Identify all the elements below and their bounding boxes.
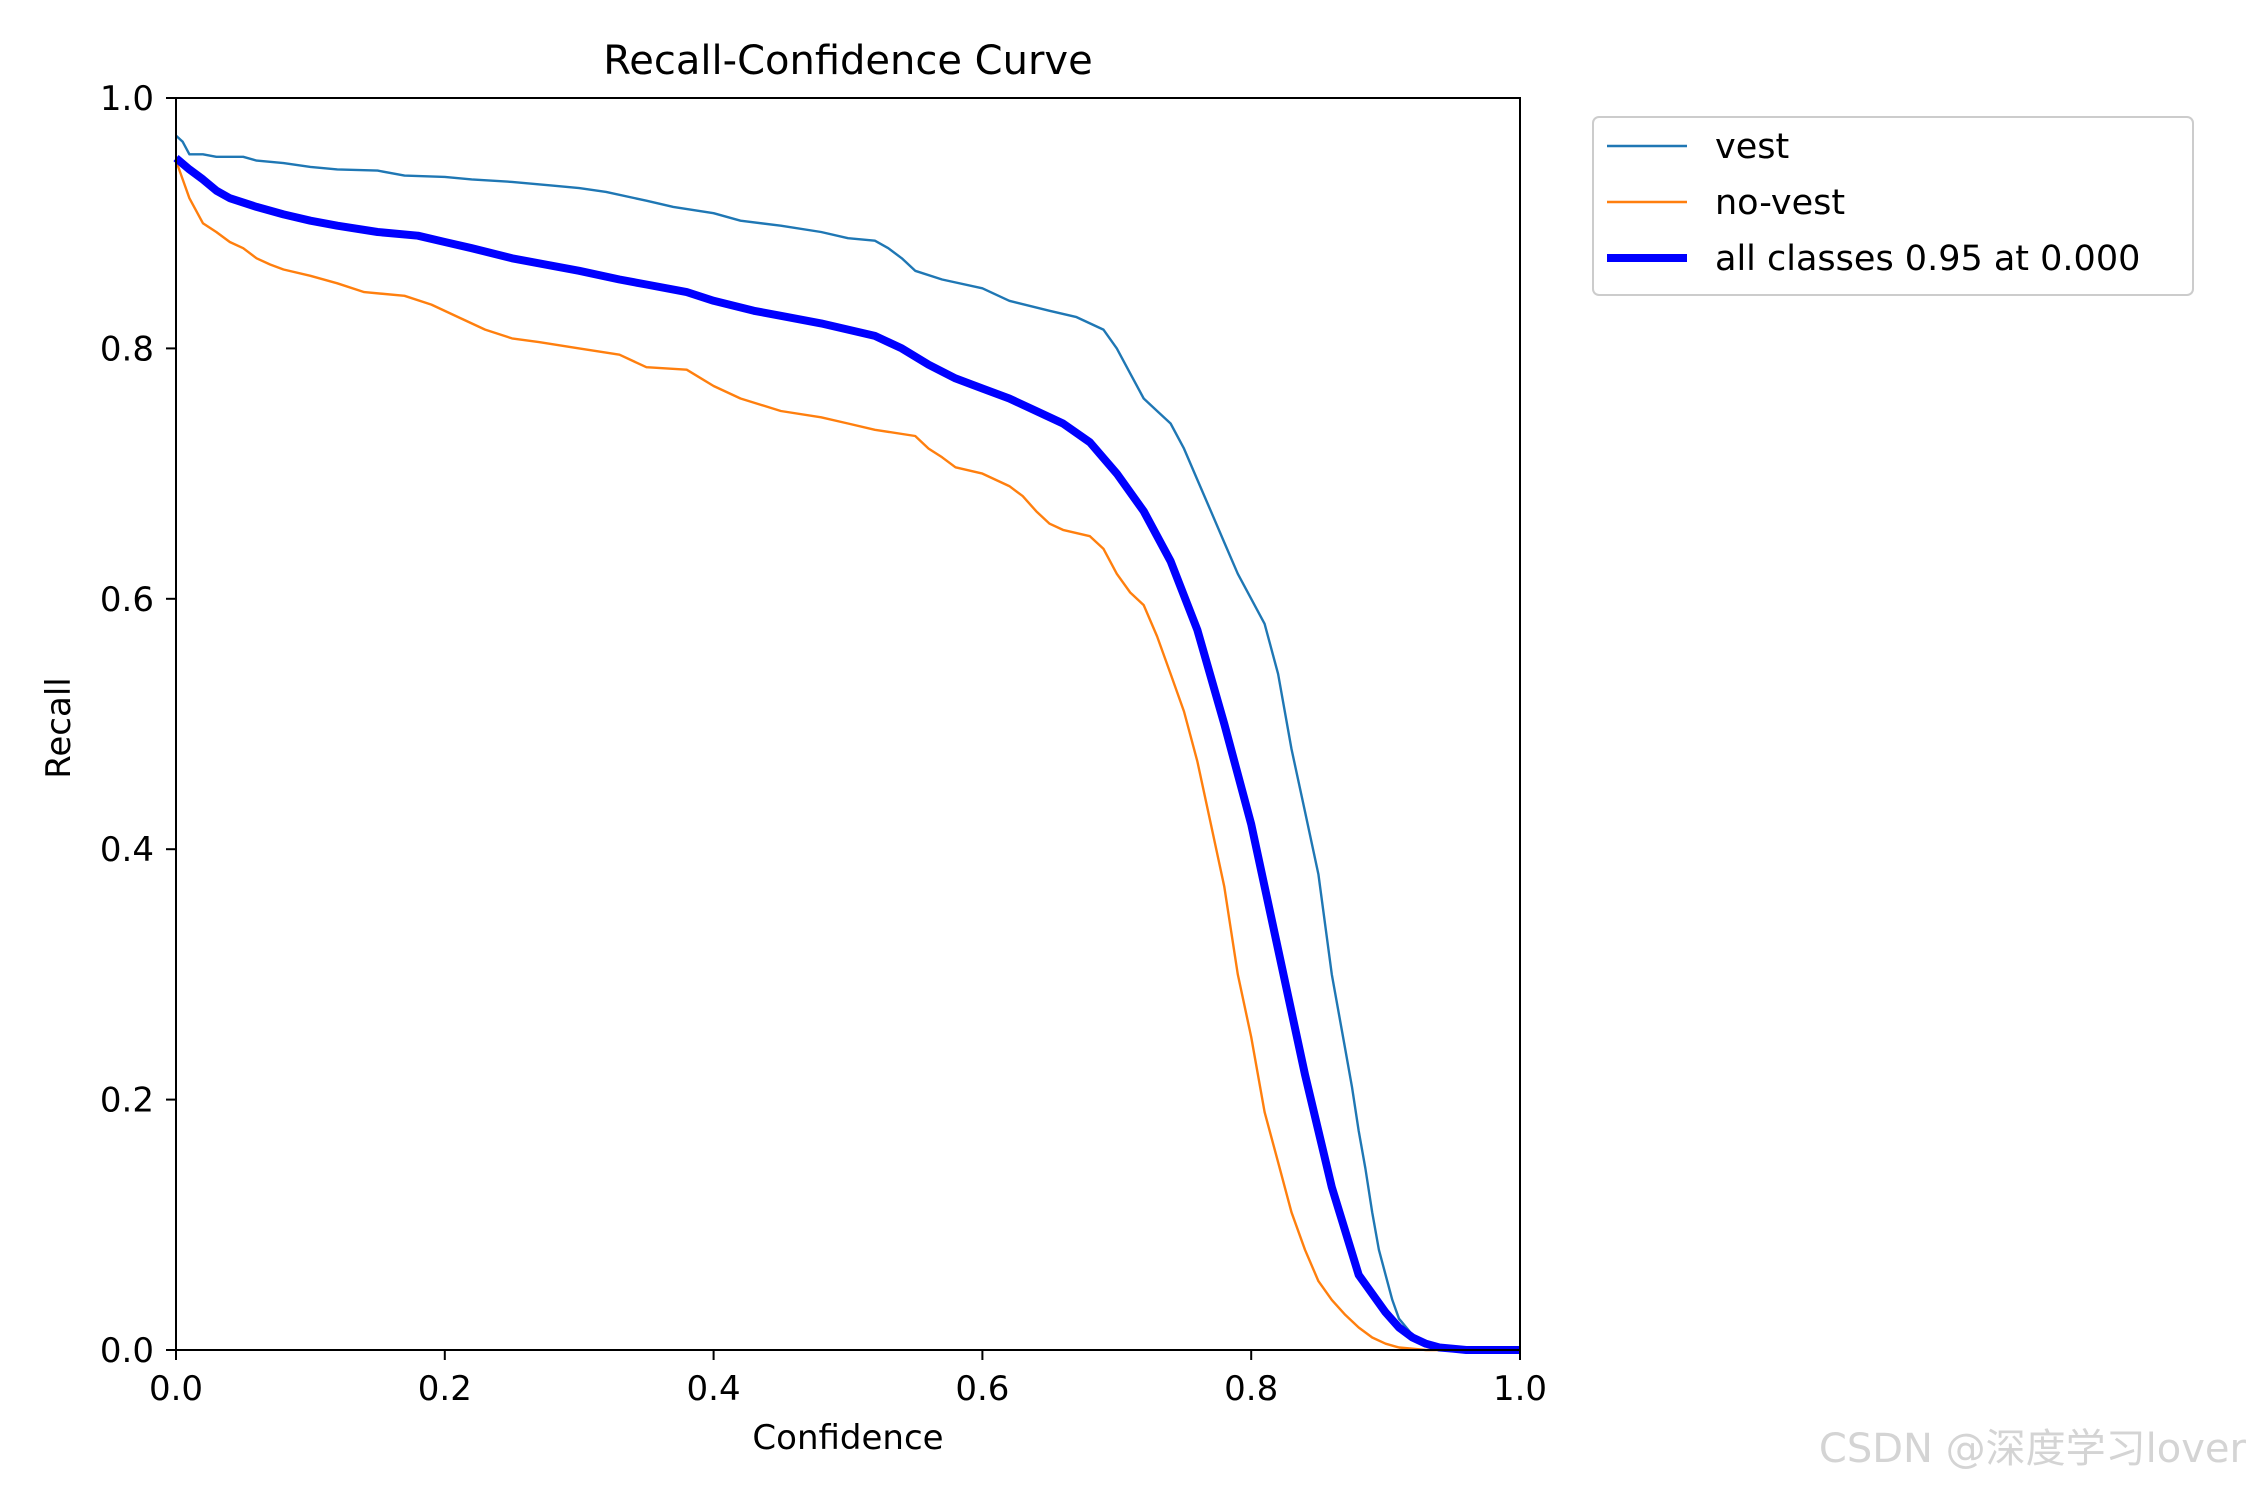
x-tick-label: 0.6 — [955, 1369, 1009, 1409]
axes: 0.0 0.2 0.4 0.6 0.8 1.0 0.0 0.2 0.4 0.6 0.8 1.0 — [100, 79, 1547, 1409]
legend-box — [1592, 116, 2194, 296]
y-tick-label: 0.6 — [100, 580, 154, 620]
chart-title: Recall-Confidence Curve — [603, 38, 1092, 84]
legend-label: no-vest — [1715, 183, 1845, 223]
legend-label: vest — [1715, 127, 1789, 167]
x-tick-label: 0.0 — [149, 1369, 203, 1409]
x-tick-label: 0.8 — [1224, 1369, 1278, 1409]
y-tick-label: 0.2 — [100, 1081, 154, 1121]
y-axis-title: Recall — [39, 677, 79, 778]
legend: vest no-vest all classes 0.95 at 0.000 — [1592, 116, 2194, 296]
watermark-text: CSDN @深度学习lover — [1818, 1426, 2246, 1472]
series-line-no-vest — [174, 160, 1453, 1352]
plot-area — [173, 134, 1520, 1354]
series-line-all-classes-0-95-at-0-000 — [173, 155, 1520, 1354]
y-tick-label: 0.4 — [100, 830, 154, 870]
x-axis-title: Confidence — [752, 1418, 943, 1458]
x-tick-label: 1.0 — [1493, 1369, 1547, 1409]
legend-label: all classes 0.95 at 0.000 — [1715, 239, 2140, 279]
series-line-vest — [175, 134, 1520, 1352]
y-tick-label: 1.0 — [100, 79, 154, 119]
x-tick-label: 0.2 — [418, 1369, 472, 1409]
y-tick-label: 0.8 — [100, 329, 154, 369]
x-tick-label: 0.4 — [687, 1369, 741, 1409]
y-tick-label: 0.0 — [100, 1331, 154, 1371]
plot-frame — [175, 97, 1521, 1351]
